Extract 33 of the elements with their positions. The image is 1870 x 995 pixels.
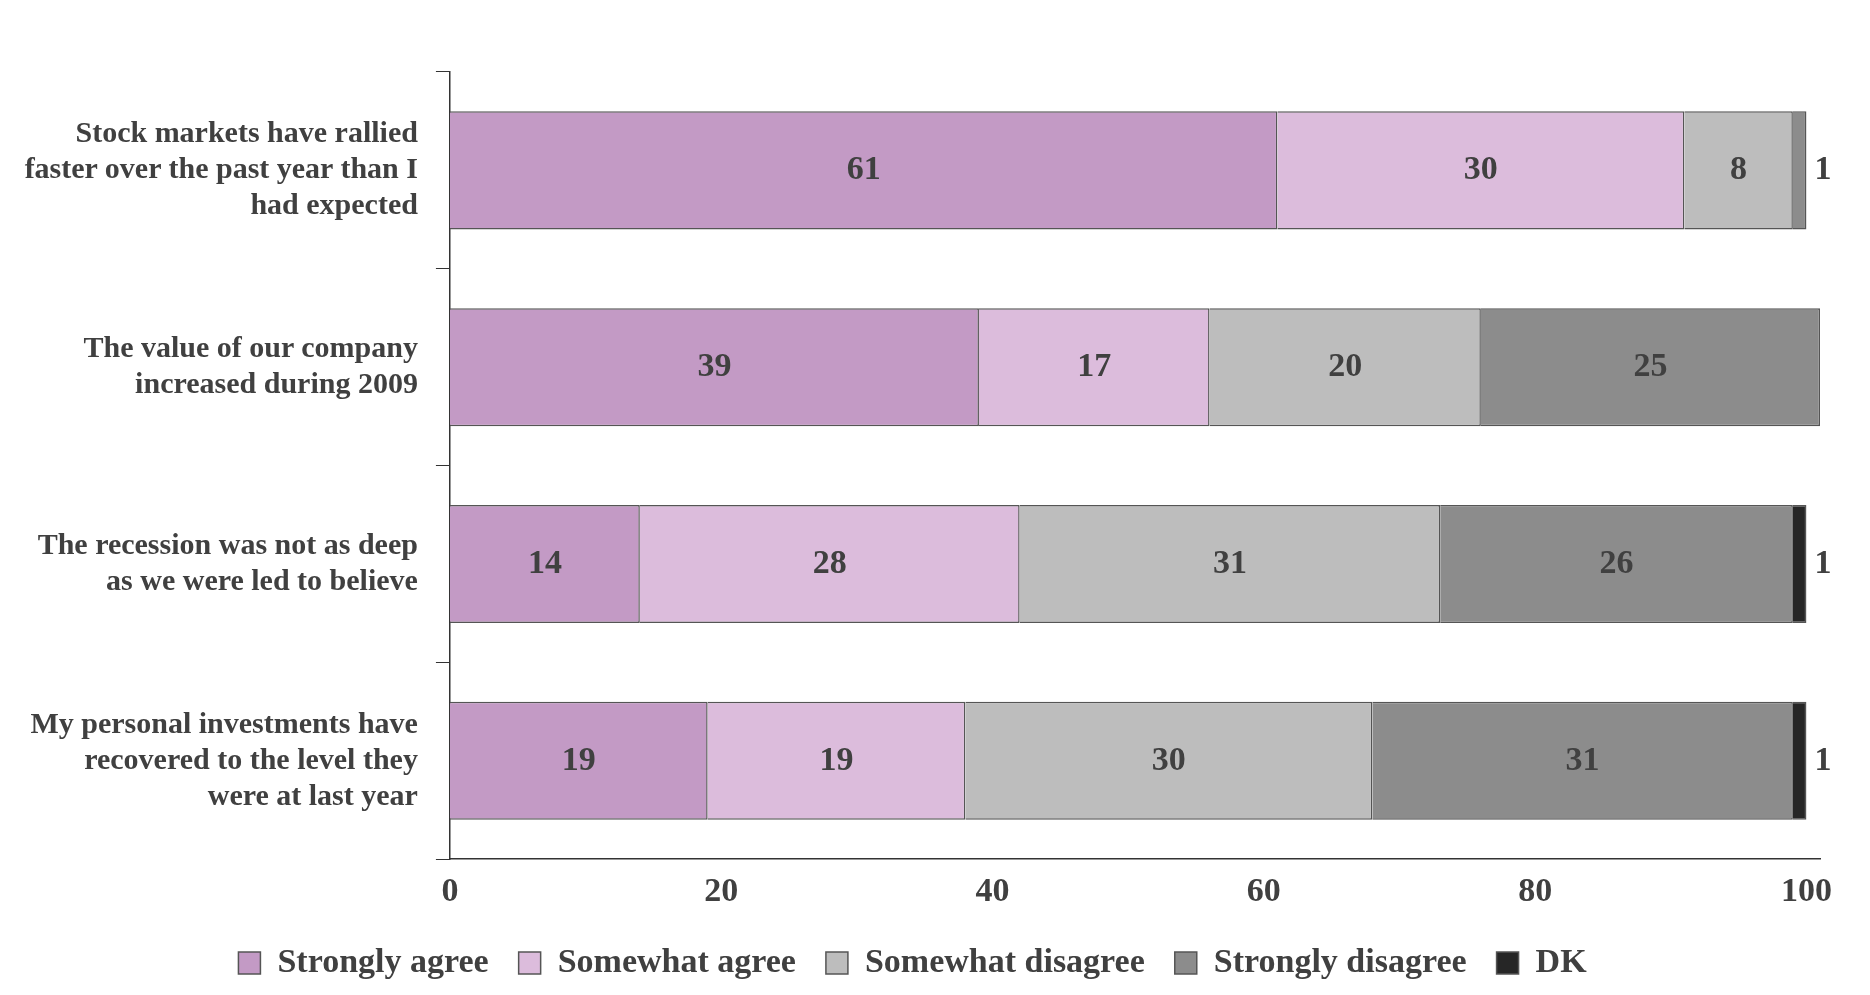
y-tick-label: The recession was not as deep as we were led to believe [37, 526, 418, 596]
data-label: 17 [1077, 345, 1112, 383]
data-label: 39 [697, 345, 732, 383]
legend-label: DK [1535, 941, 1588, 979]
data-label: 1 [1814, 739, 1832, 777]
data-label: 25 [1633, 345, 1668, 383]
x-tick-label: 40 [975, 871, 1010, 909]
y-tick-label: My personal investments have recovered to the level they were at last year [30, 705, 418, 811]
legend-label: Somewhat agree [557, 941, 796, 979]
legend-label: Somewhat disagree [864, 941, 1145, 979]
data-label: 1 [1814, 542, 1832, 580]
data-label: 28 [812, 542, 847, 580]
x-tick-label: 0 [441, 871, 459, 909]
data-label: 20 [1328, 345, 1363, 383]
data-label: 30 [1151, 739, 1186, 777]
x-tick-label: 80 [1518, 871, 1553, 909]
y-tick-label: The value of our company increased during 2009 [83, 329, 418, 399]
x-tick-label: 20 [704, 871, 739, 909]
x-tick-label: 100 [1780, 871, 1832, 909]
data-label: 30 [1463, 149, 1498, 187]
data-label: 26 [1599, 542, 1634, 580]
data-label: 14 [527, 542, 562, 580]
data-label: 61 [846, 149, 881, 187]
data-label: 19 [561, 739, 596, 777]
data-label: 19 [819, 739, 854, 777]
data-label: 31 [1565, 739, 1600, 777]
legend-label: Strongly disagree [1213, 941, 1467, 979]
data-label: 8 [1730, 149, 1748, 187]
data-label: 31 [1212, 542, 1247, 580]
y-tick-label: Stock markets have rallied faster over the past year than I had expected [24, 115, 419, 221]
legend-label: Strongly agree [277, 941, 489, 979]
x-tick-label: 60 [1246, 871, 1281, 909]
data-label: 1 [1814, 149, 1832, 187]
